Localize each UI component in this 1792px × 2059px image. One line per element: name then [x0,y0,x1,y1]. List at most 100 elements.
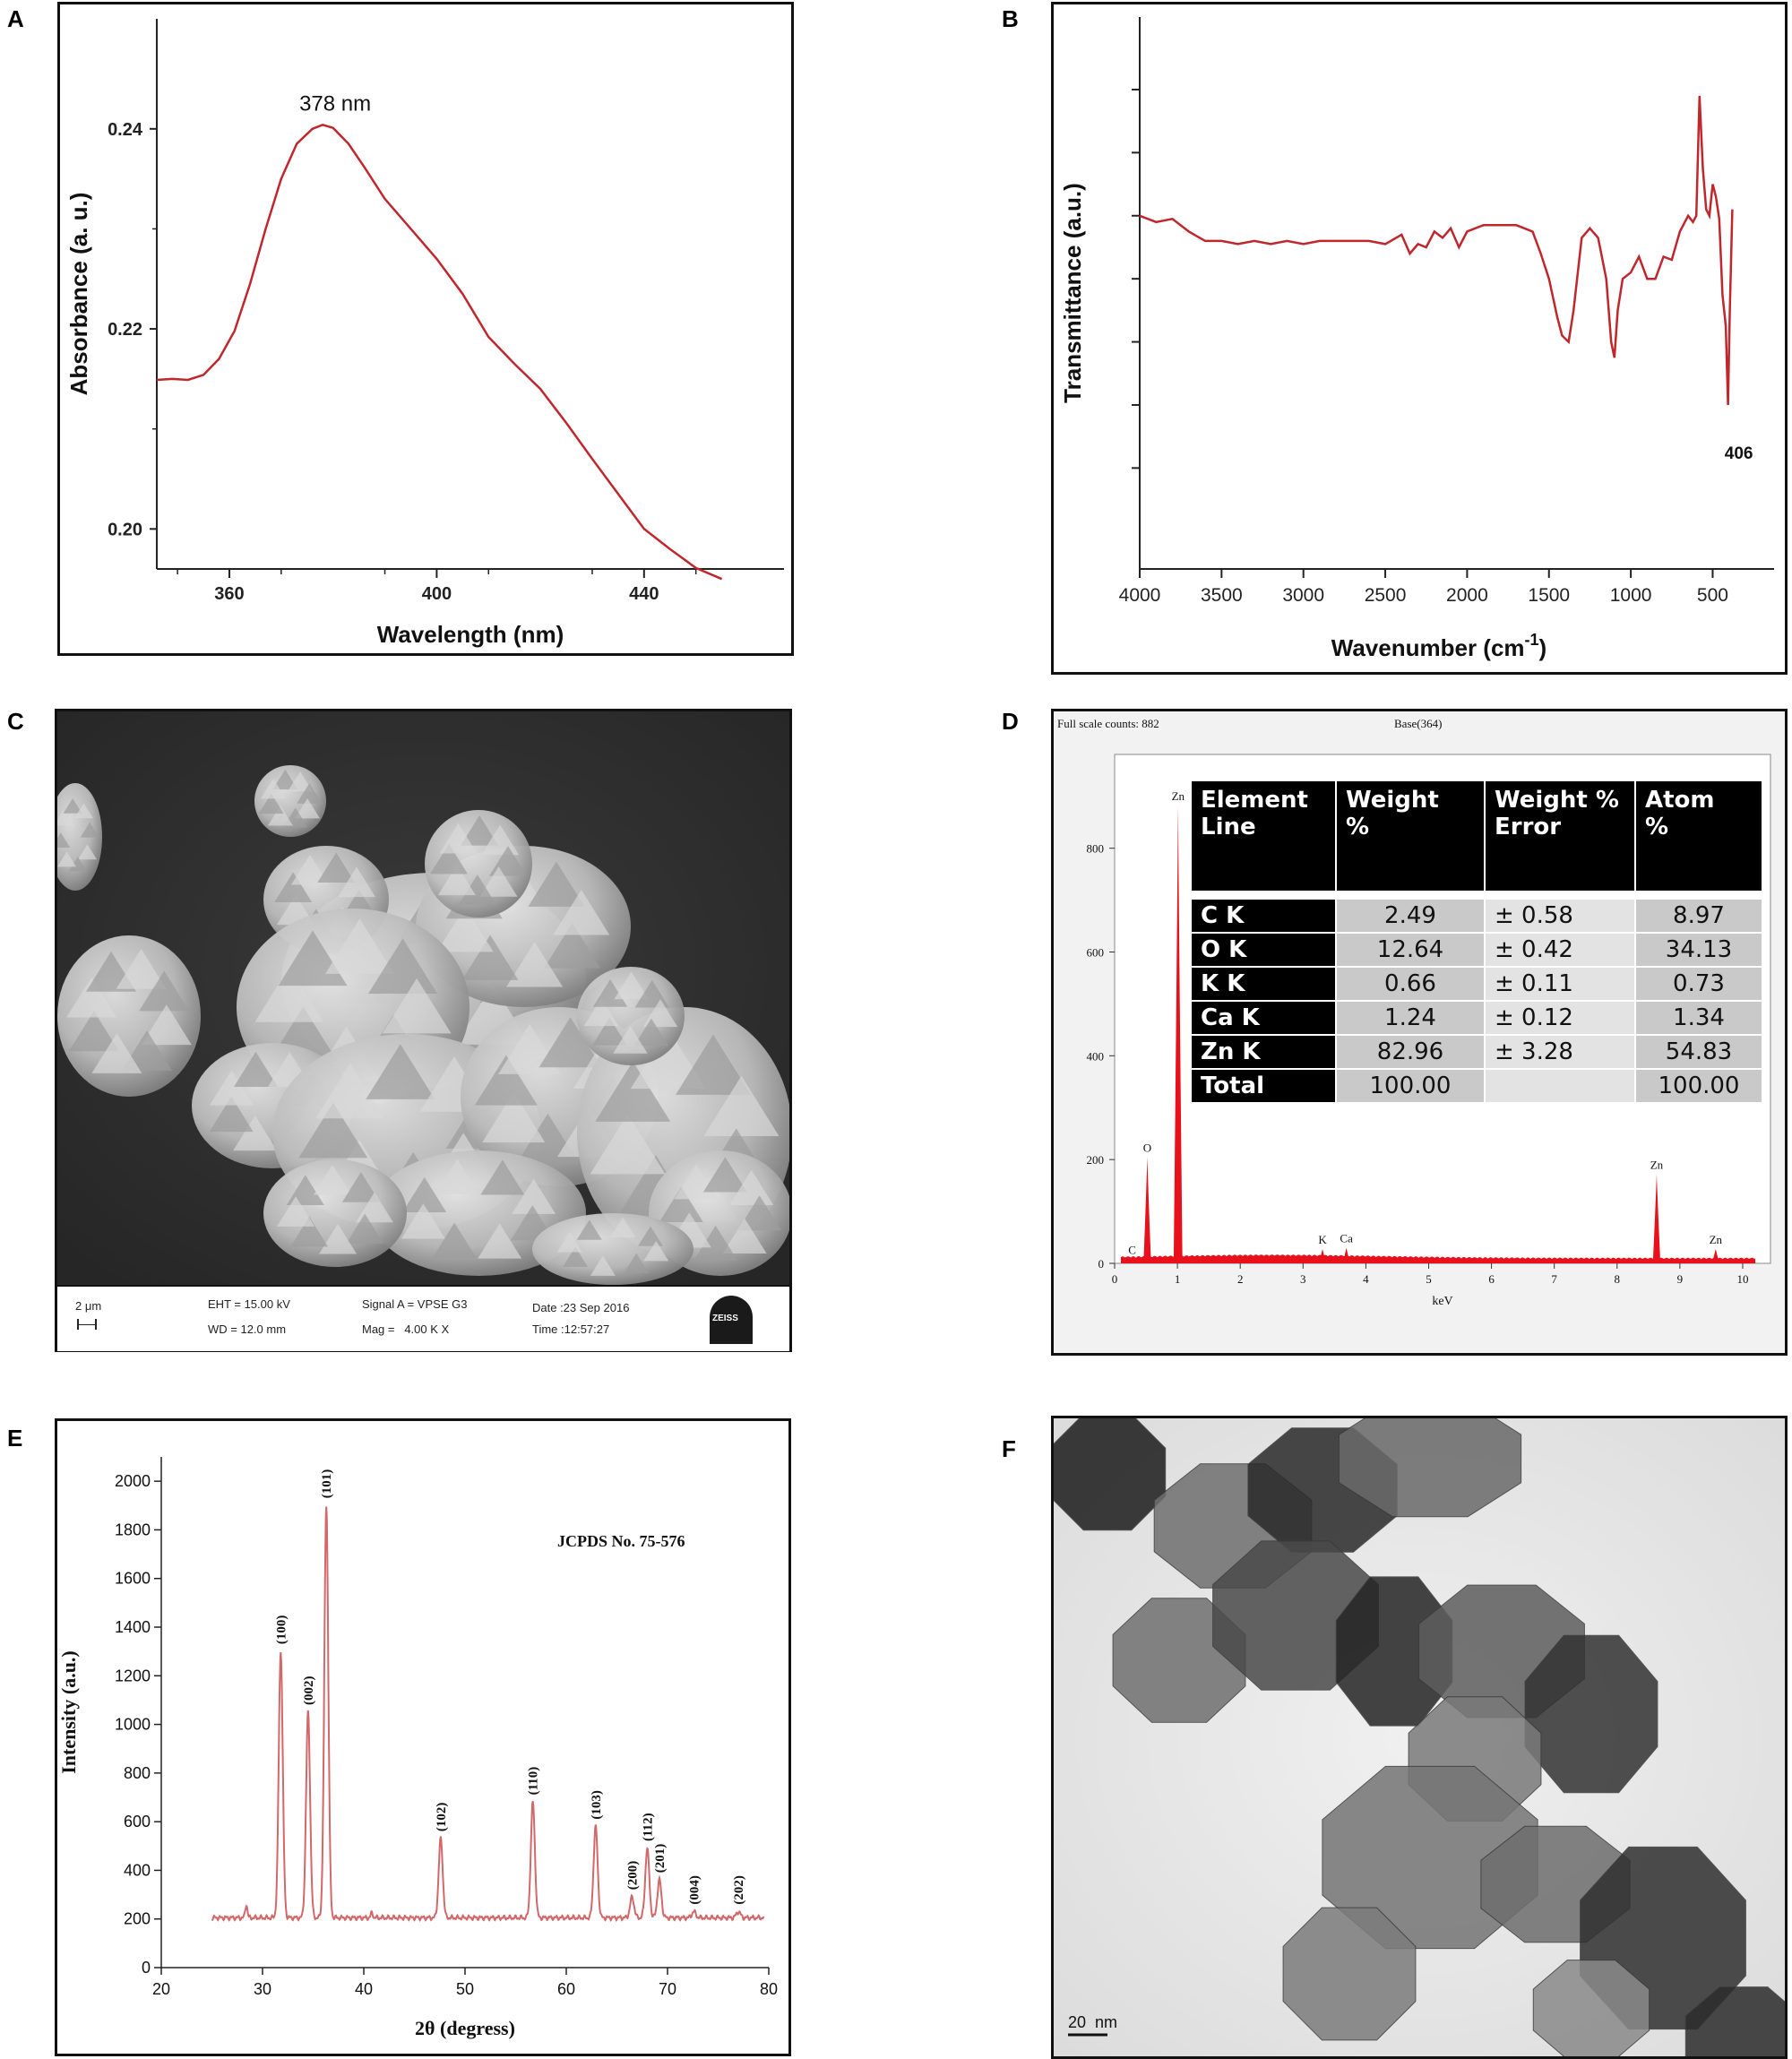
xrd-peak-label: (101) [320,1469,334,1499]
edx-peak-label: C [1128,1243,1136,1256]
y-tick-label: 400 [1087,1049,1105,1063]
sem-crystal-facet [482,1091,546,1142]
tem-nanoparticle [1524,1634,1658,1794]
y-axis-title: Intensity (a.u.) [57,1650,80,1774]
sem-crystal-facet [274,872,313,902]
zeiss-logo: ZEISS [710,1296,753,1344]
edx-value-cell: 34.13 [1636,934,1762,966]
uv-vis-chart: 360 400 440 0.20 0.22 0.24 378 nm Wavelength (n… [65,19,784,648]
sem-crystal-facet [478,1223,522,1259]
x-tick-label: 70 [659,1980,676,1998]
sem-crystal-facet [290,854,329,885]
sem-crystal-facet [694,1225,738,1261]
panel-label-e: E [7,1425,23,1452]
y-tick-label: 0.24 [108,120,143,140]
sem-crystal-facet [544,923,601,969]
sem-crystal-facet [324,918,394,974]
sem-crystal-facet [430,843,469,874]
table-row: Zn K 82.96 ± 3.28 54.83 [1192,1036,1762,1068]
sem-crystal-facet [68,1011,119,1052]
edx-header-left: Full scale counts: 882 [1057,717,1159,730]
sem-crystal-facet [461,935,519,980]
sem-crystal-facet [595,1061,671,1122]
sem-crystal-facet [437,865,476,896]
sem-crystal-facet [313,1165,351,1195]
edx-element-cell: K K [1192,968,1335,1000]
sem-crystal-facet [116,948,167,989]
tem-nanoparticle [1532,1960,1650,2056]
absorbance-curve [156,123,723,581]
y-tick-label: 600 [124,1813,151,1831]
sem-info-bar: 2 μm EHT = 15.00 kV WD = 12.0 mm Signal … [57,1285,789,1351]
y-tick-label: 200 [124,1910,151,1928]
panel-label-c: C [7,708,24,735]
edx-value-cell: 100.00 [1337,1070,1484,1102]
xrd-peak-label: (112) [641,1813,655,1841]
sem-crystal-facet [272,769,298,790]
panel-label-b: B [1002,5,1019,32]
x-tick-label: 440 [629,584,659,604]
x-axis-title: keV [1432,1295,1452,1308]
x-axis-title: Wavenumber (cm-1) [1331,631,1546,661]
xrd-pattern-line [211,1506,765,1922]
edx-table-header: Element Line Weight% Weight % Error Atom% [1192,781,1762,891]
sem-crystal-facet [57,832,71,849]
sem-crystal-facet [553,890,610,935]
jcpds-annotation: JCPDS No. 75-576 [557,1532,685,1550]
sem-crystal-facet [260,779,286,799]
edx-peak [1128,1259,1136,1263]
xrd-peak-label: (103) [590,1790,604,1820]
edx-peak [1342,1247,1350,1263]
edx-value-cell: 1.24 [1337,1002,1484,1034]
edx-header-cell: Element Line [1192,781,1335,891]
y-tick-label: 400 [124,1861,151,1879]
panel-b-frame: 4000 3500 3000 2500 2000 1500 1000 500 406 Wavenu… [1051,2,1788,675]
peak-annotation: 406 [1725,444,1753,463]
x-tick-label: 2 [1237,1272,1244,1286]
edx-peak-label: Zn [1710,1233,1723,1246]
sem-crystal-facet [474,1055,538,1106]
tem-scale-bar-label: 20 nm [1068,2013,1117,2031]
sem-crystal-facet [317,852,356,883]
x-tick-label: 40 [355,1980,373,1998]
y-tick-label: 800 [1087,842,1105,856]
sem-crystal-facet [624,1253,650,1274]
sem-crystal-facet [479,866,518,897]
sem-crystal-facet [57,851,77,867]
tem-nanoparticle [1338,1418,1522,1518]
sem-crystal-facet [290,1216,329,1247]
y-tick-label: 0.22 [108,320,142,340]
peak-annotation: 378 nm [299,91,371,116]
edx-peak [1173,806,1183,1263]
sem-crystal-facet [737,1195,782,1231]
sem-crystal-facet [73,803,93,819]
x-tick-label: 20 [152,1980,170,1998]
x-tick-label: 9 [1677,1272,1684,1286]
x-tick-label: 3 [1300,1272,1306,1286]
edx-header-cell: Weight% [1337,781,1484,891]
x-axis-title-main: Wavenumber (cm [1331,634,1525,661]
y-axis-title: Transmittance (a.u.) [1059,183,1086,403]
sem-crystal-facet [139,970,190,1012]
x-tick-label: 500 [1697,585,1728,606]
y-tick-label: 0 [1098,1257,1105,1271]
panel-c-frame: 2 μm EHT = 15.00 kV WD = 12.0 mm Signal … [55,709,792,1352]
sem-crystal-facet [528,861,585,907]
ftir-chart: 4000 3500 3000 2500 2000 1500 1000 500 406 Wavenu… [1059,17,1774,661]
xrd-peak-label: (202) [732,1875,746,1905]
sem-crystal-facet [435,1159,479,1194]
edx-value-cell: 8.97 [1636,900,1762,932]
y-tick-label: 1400 [115,1618,151,1636]
x-tick-label: 2000 [1446,585,1488,606]
sem-crystal-facet [337,866,375,898]
sem-crystal-facet [277,1196,315,1227]
sem-crystal-facet [319,1223,358,1254]
x-tick-label: 5 [1426,1272,1432,1286]
y-tick-label: 1200 [115,1667,151,1684]
x-tick-label: 7 [1551,1272,1557,1286]
sem-wd: WD = 12.0 mm [208,1322,287,1336]
edx-value-cell: 0.73 [1636,968,1762,1000]
sem-crystal-facet [78,844,98,860]
x-tick-label: 0 [1112,1272,1118,1286]
sem-crystal-facet [432,1222,477,1258]
